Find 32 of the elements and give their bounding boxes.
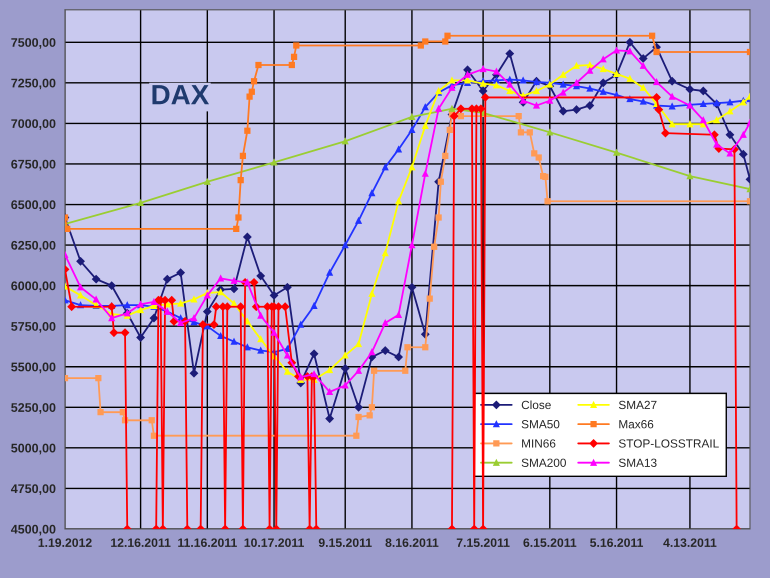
y-tick-label: 5000,00 xyxy=(11,444,56,454)
y-tick-label: 7000,00 xyxy=(11,119,56,130)
y-tick-label: 7250,00 xyxy=(11,78,56,90)
y-tick-label: 5250,00 xyxy=(11,403,56,414)
y-tick-label: 6500,00 xyxy=(11,200,56,211)
x-tick-label: 4.13.2011 xyxy=(663,538,716,548)
x-tick-label: 1.19.2012 xyxy=(38,538,92,547)
y-tick-label: 6250,00 xyxy=(11,240,56,252)
y-tick-label: 7500,00 xyxy=(11,38,56,49)
y-tick-label: 5500,00 xyxy=(11,362,56,374)
x-tick-label: 10.17.2011 xyxy=(244,538,304,547)
y-tick-label: 6000,00 xyxy=(11,281,56,292)
y-tick-label: 4750,00 xyxy=(10,484,56,495)
x-tick-label: 7.15.2011 xyxy=(456,538,510,547)
legend-label: Max66 xyxy=(619,420,654,428)
x-tick-label: 5.16.2011 xyxy=(590,538,644,547)
legend-label: Close xyxy=(522,400,551,410)
x-tick-label: 11.16.2011 xyxy=(178,538,237,547)
x-tick-label: 12.16.2011 xyxy=(111,538,171,547)
legend-label: SMA27 xyxy=(618,400,656,410)
x-tick-label: 9.15.2011 xyxy=(318,538,372,547)
legend-label: SMA50 xyxy=(522,420,560,428)
y-tick-label: 4500,00 xyxy=(10,524,56,536)
y-tick-label: 6750,00 xyxy=(11,160,56,170)
x-tick-label: 6.15.2011 xyxy=(523,538,576,547)
y-tick-label: 5750,00 xyxy=(11,322,56,333)
text: DAX xyxy=(152,85,210,104)
legend-label: SMA13 xyxy=(618,458,657,467)
legend-label: MIN66 xyxy=(522,439,556,448)
legend-label: SMA200 xyxy=(522,458,566,467)
x-tick-label: 8.16.2011 xyxy=(385,538,438,547)
legend-label: STOP-LOSSTRAIL xyxy=(618,439,719,448)
